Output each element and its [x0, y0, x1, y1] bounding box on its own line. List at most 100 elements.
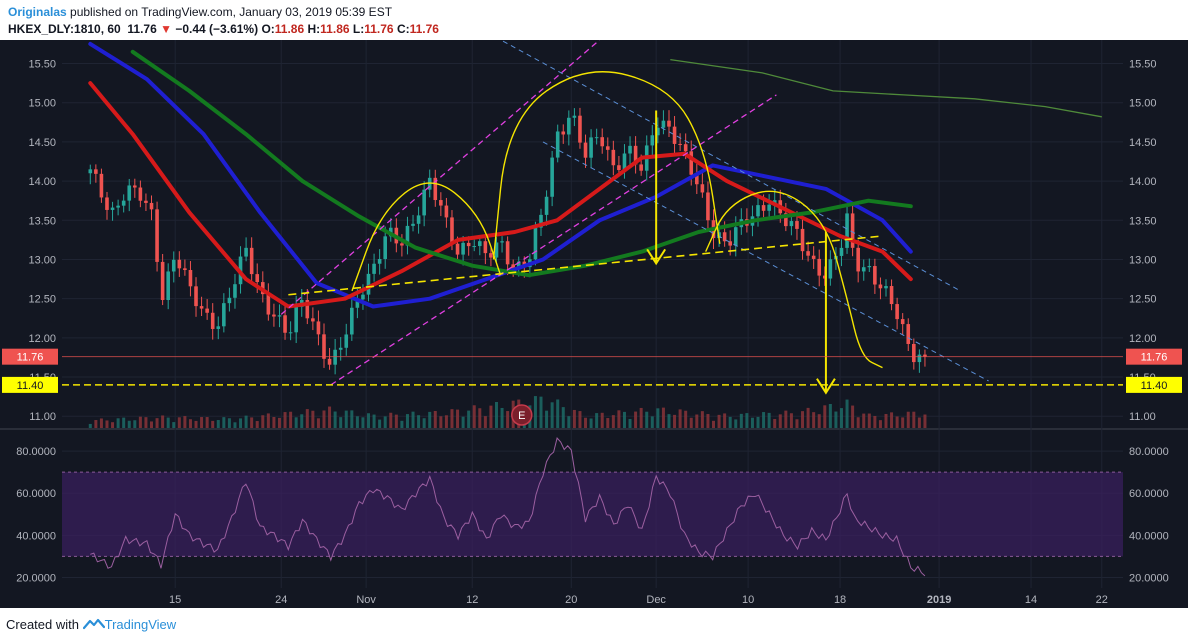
high-value: 11.86: [320, 22, 350, 36]
candle-body: [494, 242, 499, 258]
candle-body: [700, 184, 705, 193]
volume-bar: [450, 409, 454, 428]
volume-bar: [728, 416, 732, 428]
candle-body: [912, 343, 916, 363]
candle-body: [900, 319, 905, 325]
volume-bar: [494, 401, 498, 428]
volume-bar: [628, 418, 632, 428]
high-label: H:: [307, 22, 321, 36]
volume-bar: [767, 412, 771, 428]
volume-bar: [878, 420, 882, 428]
volume-bar: [294, 417, 298, 428]
volume-bar: [300, 414, 304, 428]
volume-bar: [138, 416, 142, 428]
candle-body: [500, 241, 504, 243]
candle-body: [455, 243, 460, 255]
low-label: L:: [352, 22, 365, 36]
volume-bar: [411, 411, 415, 428]
publish-info: Originalas published on TradingView.com,…: [8, 5, 392, 19]
rsi-tick-right: 40.0000: [1129, 530, 1169, 542]
candle-body: [544, 196, 549, 215]
candle-body: [561, 131, 566, 135]
rsi-tick-left: 60.0000: [16, 488, 56, 500]
volume-bar: [789, 413, 793, 428]
candle-body: [127, 185, 132, 201]
volume-bar: [211, 420, 215, 428]
candle-body: [372, 263, 376, 274]
price-tick-left: 14.50: [28, 137, 56, 149]
volume-bar: [795, 419, 799, 428]
volume-bar: [183, 416, 187, 428]
candle-body: [572, 115, 577, 118]
volume-bar: [133, 420, 137, 428]
candle-body: [867, 266, 872, 268]
candle-body: [316, 321, 321, 335]
volume-bar: [873, 415, 877, 428]
rsi-tick-left: 20.0000: [16, 572, 56, 584]
volume-bar: [172, 422, 176, 428]
rsi-tick-left: 80.0000: [16, 446, 56, 458]
candle-body: [633, 145, 638, 165]
rsi-tick-right: 80.0000: [1129, 446, 1169, 458]
candle-body: [166, 271, 170, 301]
volume-bar: [784, 410, 788, 428]
volume-bar: [817, 414, 821, 428]
low-value: 11.76: [364, 22, 394, 36]
published-text: published on TradingView.com, January 03…: [70, 5, 393, 19]
volume-bar: [161, 415, 165, 428]
volume-bar: [823, 405, 827, 428]
last-price-label-left: 11.76: [17, 352, 44, 364]
price-tick-left: 15.50: [28, 59, 56, 71]
volume-bar: [650, 416, 654, 428]
time-tick-label: 14: [1025, 594, 1037, 606]
volume-bar: [739, 413, 743, 428]
candle-body: [183, 268, 187, 271]
volume-bar: [923, 414, 927, 428]
candle-body: [149, 202, 154, 210]
volume-bar: [99, 418, 103, 428]
author-link[interactable]: Originalas: [8, 5, 67, 19]
candle-body: [789, 221, 794, 227]
candle-body: [611, 149, 616, 166]
time-tick-label: Nov: [356, 594, 376, 606]
price-tick-right: 12.50: [1129, 294, 1157, 306]
candle-body: [706, 192, 710, 221]
volume-bar: [444, 415, 448, 428]
symbol-info: HKEX_DLY:1810, 60 11.76 ▼ −0.44 (−3.61%)…: [8, 22, 439, 36]
time-tick-label: Dec: [646, 594, 666, 606]
price-tick-right: 15.50: [1129, 59, 1157, 71]
time-tick-label: 20: [565, 594, 577, 606]
price-tick-left: 11.00: [29, 411, 56, 423]
price-tick-right: 13.50: [1129, 215, 1157, 227]
candle-body: [567, 117, 571, 135]
volume-bar: [244, 415, 248, 428]
volume-bar: [801, 411, 805, 428]
volume-bar: [456, 409, 460, 428]
candle-body: [366, 273, 371, 295]
candle-body: [444, 205, 449, 218]
open-value: 11.86: [274, 22, 305, 36]
volume-bar: [94, 420, 98, 428]
price-tick-right: 12.00: [1129, 333, 1157, 345]
candle-body: [850, 213, 855, 248]
candle-body: [322, 334, 326, 359]
candle-body: [817, 258, 822, 276]
last-price-label-right: 11.76: [1141, 352, 1168, 364]
candle-body: [873, 266, 877, 285]
candle-body: [288, 332, 293, 334]
tradingview-link[interactable]: TradingView: [104, 617, 177, 632]
candle-body: [383, 236, 388, 260]
yellow-pattern-arc: [492, 71, 721, 260]
time-tick-label: 24: [275, 594, 287, 606]
volume-bar: [216, 420, 220, 428]
price-tick-right: 14.00: [1129, 176, 1157, 188]
volume-bar: [122, 417, 126, 428]
volume-bar: [372, 414, 376, 428]
volume-bar: [478, 408, 482, 428]
volume-bar: [194, 420, 198, 428]
chart-canvas[interactable]: 15.50 15.50 15.00 15.00 14.50 14.50 14.00 14.00…: [0, 40, 1188, 608]
price-change: −0.44 (−3.61%): [175, 22, 259, 36]
volume-bar: [561, 407, 565, 428]
candle-body: [422, 189, 426, 216]
candle-body: [255, 274, 260, 283]
